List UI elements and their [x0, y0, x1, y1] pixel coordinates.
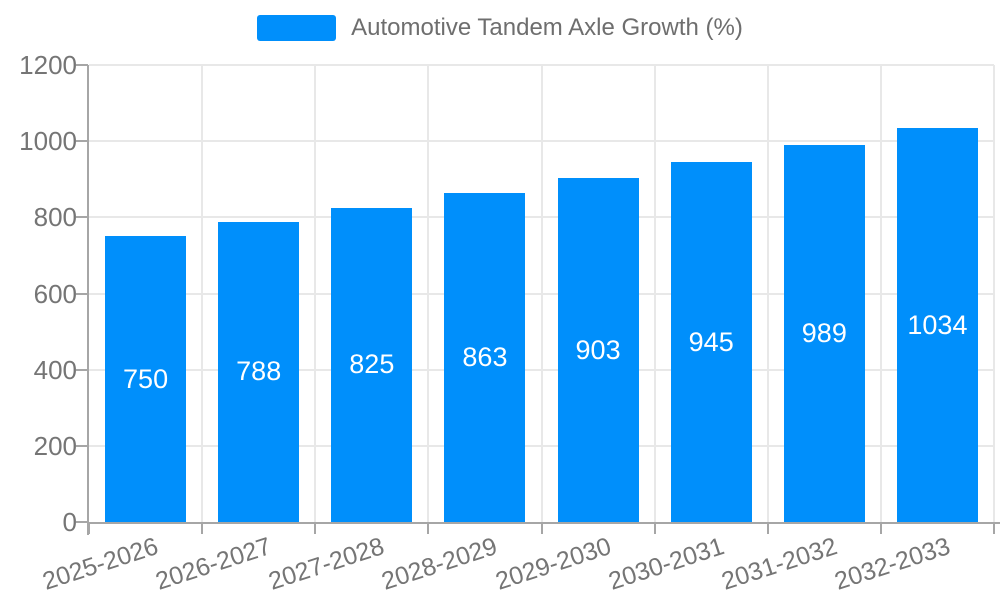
bar-value-label: 863 — [462, 342, 508, 373]
y-axis-label: 0 — [62, 507, 77, 537]
x-axis-tick — [540, 522, 543, 534]
x-axis-label: 2026-2027 — [152, 532, 275, 596]
gridline-vertical — [766, 65, 769, 522]
y-axis-tick — [76, 140, 88, 143]
bar[interactable]: 989 — [783, 145, 865, 522]
x-axis-label: 2028-2029 — [378, 532, 501, 596]
bar-value-label: 1034 — [907, 309, 968, 340]
bar-value-label: 945 — [688, 326, 734, 357]
y-axis-label: 400 — [33, 354, 77, 385]
bar[interactable]: 863 — [444, 193, 526, 522]
gridline-vertical — [879, 65, 882, 522]
bar[interactable]: 825 — [331, 207, 413, 522]
x-axis-label: 2025-2026 — [39, 532, 162, 596]
bar[interactable]: 750 — [105, 236, 187, 522]
x-axis-label: 2027-2028 — [265, 532, 388, 596]
x-axis-label: 2032-2033 — [831, 532, 954, 596]
gridline-vertical — [427, 65, 430, 522]
bar-value-label: 903 — [575, 334, 621, 365]
y-axis-tick — [76, 521, 88, 523]
bar[interactable]: 1034 — [896, 128, 978, 522]
legend-label[interactable]: Automotive Tandem Axle Growth (%) — [351, 14, 743, 41]
bar[interactable]: 945 — [670, 162, 752, 522]
x-axis-tick — [766, 522, 769, 534]
x-axis-label: 2029-2030 — [491, 532, 615, 596]
bar-value-label: 825 — [349, 349, 395, 380]
legend-swatch[interactable] — [257, 15, 337, 41]
bar-value-label: 750 — [123, 363, 169, 394]
x-axis-tick — [653, 522, 656, 534]
x-axis-tick — [427, 522, 430, 534]
x-axis-label: 2030-2031 — [604, 532, 728, 596]
y-axis-tick — [76, 64, 88, 66]
bar[interactable]: 903 — [557, 178, 639, 522]
gridline-vertical — [201, 65, 204, 522]
legend: Automotive Tandem Axle Growth (%) — [0, 14, 1000, 42]
x-axis-tick — [314, 522, 317, 534]
x-axis-tick — [88, 522, 90, 534]
x-axis-label: 2031-2032 — [717, 532, 841, 596]
y-axis-label: 200 — [33, 430, 77, 461]
y-axis-tick — [76, 292, 88, 295]
y-axis-label: 600 — [33, 278, 77, 309]
x-axis-tick — [201, 522, 204, 534]
gridline-vertical — [314, 65, 317, 522]
x-axis-line — [87, 522, 1000, 524]
gridline-vertical — [993, 65, 995, 522]
x-axis-tick — [993, 522, 995, 534]
gridline-vertical — [540, 65, 543, 522]
bar-value-label: 989 — [801, 318, 847, 349]
y-axis-label: 1200 — [19, 50, 77, 80]
y-axis-label: 800 — [33, 202, 77, 233]
bar[interactable]: 788 — [218, 221, 300, 522]
gridline-vertical — [653, 65, 656, 522]
x-axis-tick — [879, 522, 882, 534]
y-axis-tick — [76, 216, 88, 219]
y-axis-tick — [76, 368, 88, 371]
y-axis-tick — [76, 444, 88, 447]
bar-value-label: 788 — [236, 356, 282, 387]
y-axis-line — [87, 65, 89, 535]
y-axis-label: 1000 — [19, 126, 77, 157]
